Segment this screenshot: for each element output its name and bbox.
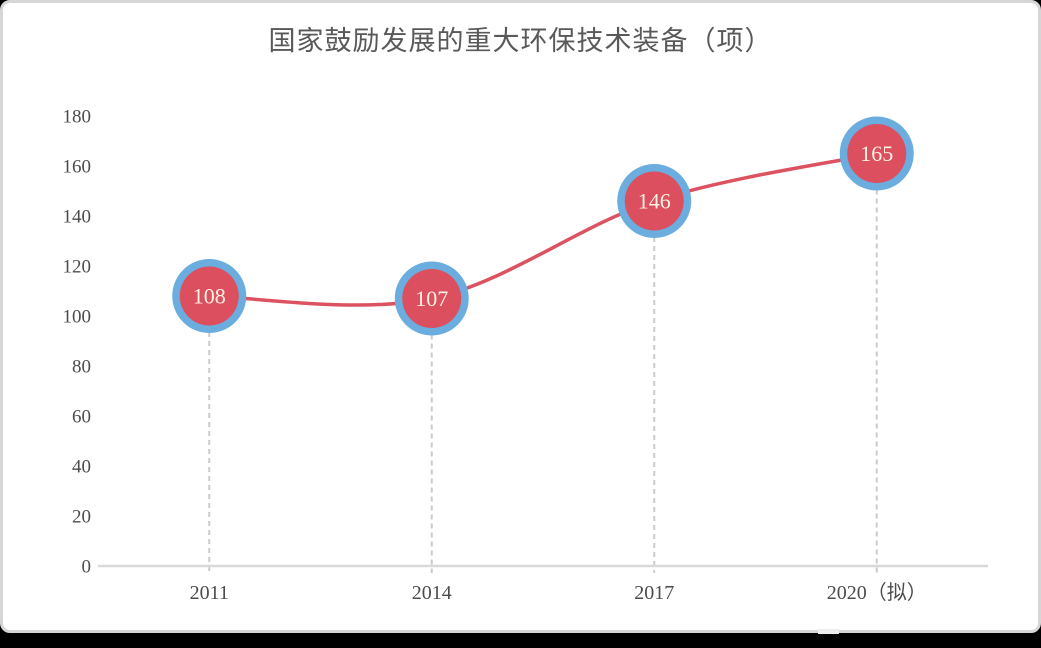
data-point-marker: [179, 266, 239, 326]
y-axis-tick-label: 0: [82, 557, 92, 578]
series-line: [209, 151, 878, 307]
chart-card: 国家鼓励发展的重大环保技术装备（项） 0 20 40 60 80 100 120 140 160…: [0, 0, 1041, 633]
y-axis-tick-label: 80: [72, 357, 91, 378]
y-axis-tick-label: 180: [63, 107, 92, 128]
y-axis-tick-label: 140: [63, 207, 92, 228]
data-point-value-label: 146: [638, 189, 671, 214]
y-axis-tick-label: 160: [63, 157, 92, 178]
data-point-marker: [402, 269, 462, 328]
x-axis-category-label: 2017: [634, 582, 674, 604]
data-point-marker: [847, 124, 907, 183]
y-axis-tick-label: 100: [63, 307, 92, 328]
data-point-value-label: 165: [860, 141, 893, 166]
x-axis-category-label: 2014: [412, 582, 452, 604]
data-point-value-label: 107: [415, 286, 448, 311]
chart-title: 国家鼓励发展的重大环保技术装备（项）: [268, 26, 773, 56]
y-axis-tick-label: 120: [63, 257, 92, 278]
line-chart-svg: 0 20 40 60 80 100 120 140 160 180 108 107 146 165 2011…: [63, 107, 988, 604]
bottom-bar-notch: [818, 629, 839, 634]
x-axis-category-label: 2020（拟）: [827, 581, 927, 604]
data-point-marker: [624, 171, 684, 231]
data-point-value-label: 108: [193, 284, 226, 309]
x-axis-category-label: 2011: [190, 582, 229, 604]
y-axis-tick-label: 20: [72, 507, 91, 528]
y-axis-tick-label: 40: [72, 457, 91, 478]
y-axis-tick-label: 60: [72, 407, 91, 428]
